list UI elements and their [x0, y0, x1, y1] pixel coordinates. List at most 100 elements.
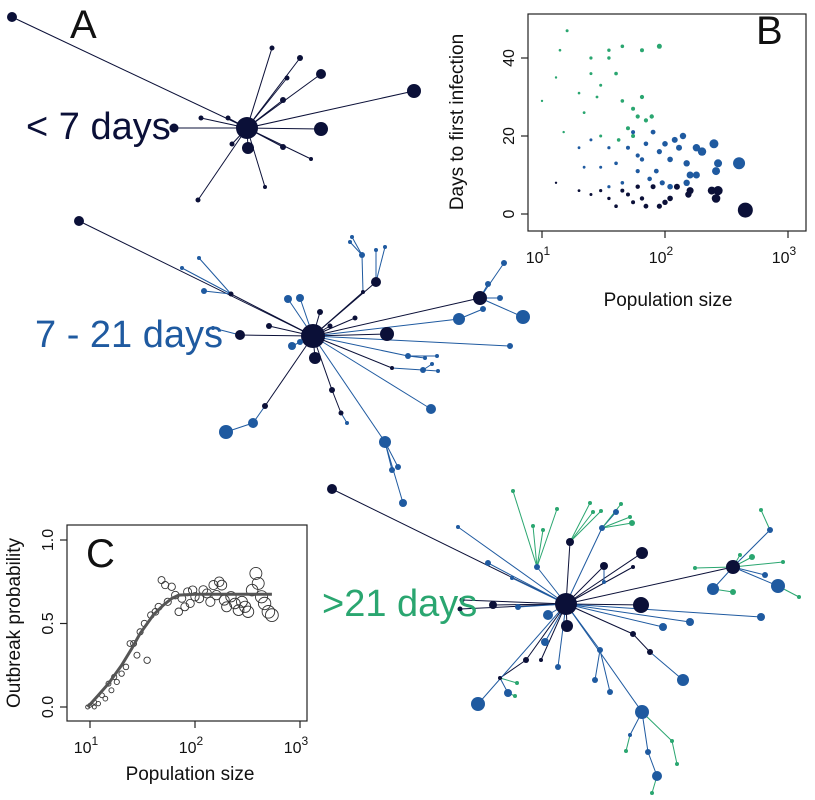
network-link — [569, 502, 591, 543]
panel-c-y-tick-label: 0.0 — [40, 696, 57, 718]
panel-b-point — [577, 146, 581, 150]
panel-b-point — [711, 194, 721, 203]
network-node — [395, 464, 401, 470]
panel-b-point — [616, 138, 621, 142]
network-node — [693, 566, 697, 570]
panel-b-point — [683, 160, 690, 167]
panel-c-y-axis: 0.0 0.5 1.0 — [40, 529, 67, 718]
panel-b-point — [643, 118, 649, 123]
network-node — [541, 528, 545, 532]
network-node — [771, 579, 785, 593]
network-node — [361, 290, 365, 294]
panel-b-point — [607, 146, 611, 150]
network-link — [197, 127, 248, 201]
panel-c-point — [108, 687, 115, 694]
panel-b-point — [692, 144, 701, 152]
network-node — [348, 240, 352, 244]
network-link — [230, 293, 314, 337]
network-node — [309, 157, 313, 161]
panel-b-point — [614, 204, 618, 208]
network-node — [314, 122, 328, 136]
network-link — [565, 566, 734, 605]
network-node — [296, 294, 304, 302]
network-node — [211, 326, 215, 330]
panel-b-point — [671, 136, 678, 143]
network-link — [599, 649, 611, 693]
panel-b-point — [607, 196, 611, 201]
panel-b-point — [614, 71, 618, 76]
panel-letter-b: B — [756, 9, 783, 53]
panel-b-point — [625, 126, 630, 131]
panel-b-point — [659, 180, 665, 186]
panel-b-point — [649, 114, 654, 119]
network-node — [280, 97, 286, 103]
panel-b-point — [639, 94, 645, 100]
network-node — [229, 141, 235, 147]
network-node — [374, 248, 378, 252]
network-node — [543, 610, 553, 620]
network-node — [420, 367, 426, 373]
panel-letter-c: C — [86, 532, 115, 576]
panel-c-point — [180, 602, 190, 612]
network-node — [636, 547, 648, 559]
network-link — [601, 522, 633, 529]
network-node — [511, 489, 515, 493]
network-node — [613, 509, 619, 515]
network-node — [284, 295, 292, 303]
panel-b-point — [639, 48, 644, 53]
network-node — [531, 524, 535, 528]
network-link — [536, 508, 558, 568]
network-link — [565, 603, 634, 635]
network-link — [632, 633, 651, 653]
network-link — [312, 281, 377, 337]
network-link — [565, 603, 762, 618]
network-link — [525, 603, 567, 661]
network-node — [430, 362, 434, 366]
network-long — [327, 484, 801, 795]
network-node — [631, 565, 635, 569]
panel-c-point — [216, 579, 228, 591]
panel-c-point — [167, 582, 176, 591]
panel-c-point — [190, 592, 200, 602]
network-links — [331, 488, 800, 794]
panel-b-point — [656, 203, 662, 209]
panel-b-point — [620, 99, 625, 103]
panel-c-point — [161, 581, 170, 590]
network-node — [248, 418, 258, 428]
panel-b-point — [686, 171, 694, 179]
panel-b-point — [686, 187, 694, 195]
network-node — [515, 604, 521, 610]
network-link — [565, 603, 643, 713]
network-node — [510, 576, 514, 580]
network-link — [569, 510, 602, 543]
panel-b-point — [643, 203, 649, 209]
panel-c-points — [85, 566, 279, 710]
network-link — [78, 220, 314, 337]
network-node — [555, 593, 577, 615]
network-node — [555, 664, 561, 670]
panel-b-point — [667, 195, 673, 202]
panel-b-point — [554, 76, 558, 79]
network-link — [312, 335, 511, 347]
network-node — [201, 288, 207, 294]
network-node — [423, 356, 427, 360]
panel-b-point — [607, 48, 611, 52]
network-node — [327, 323, 333, 329]
panel-b-point — [577, 91, 581, 95]
panel-b-point — [565, 29, 569, 33]
panel-c-point — [163, 597, 172, 606]
network-node — [534, 564, 540, 570]
network-node — [317, 309, 323, 315]
network-link — [351, 236, 363, 256]
network-node — [405, 353, 411, 359]
network-node — [707, 583, 719, 595]
panel-b-point — [620, 181, 625, 185]
panel-c-point — [218, 594, 230, 606]
network-node — [74, 216, 84, 226]
network-link — [11, 16, 248, 129]
network-link — [198, 257, 232, 295]
network-link — [479, 262, 505, 299]
network-node — [242, 142, 254, 154]
network-node — [645, 749, 651, 755]
network-link — [312, 297, 481, 337]
